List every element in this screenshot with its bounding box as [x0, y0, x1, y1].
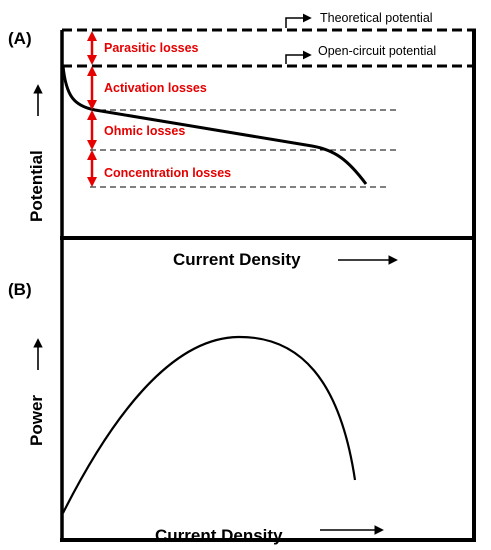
parasitic-losses-label: Parasitic losses — [104, 41, 199, 55]
potential-axis-title: Potential — [27, 150, 46, 222]
theoretical-potential-label: Theoretical potential — [320, 11, 433, 25]
current-density-axis-title-b: Current Density — [155, 526, 283, 545]
activation-losses-label: Activation losses — [104, 81, 207, 95]
ocv-callout-arrow — [285, 50, 312, 64]
concentration-losses-label: Concentration losses — [104, 166, 231, 180]
power-axis-title: Power — [27, 395, 46, 446]
panel-b-label: (B) — [8, 280, 32, 299]
open-circuit-potential-label: Open-circuit potential — [318, 44, 436, 58]
current-density-axis-title-a: Current Density — [173, 250, 301, 269]
power-curve — [62, 335, 357, 514]
theoretical-callout-arrow — [285, 13, 312, 28]
panel-a-label: (A) — [8, 29, 32, 48]
polarization-curve — [61, 65, 368, 185]
ohmic-losses-label: Ohmic losses — [104, 124, 185, 138]
